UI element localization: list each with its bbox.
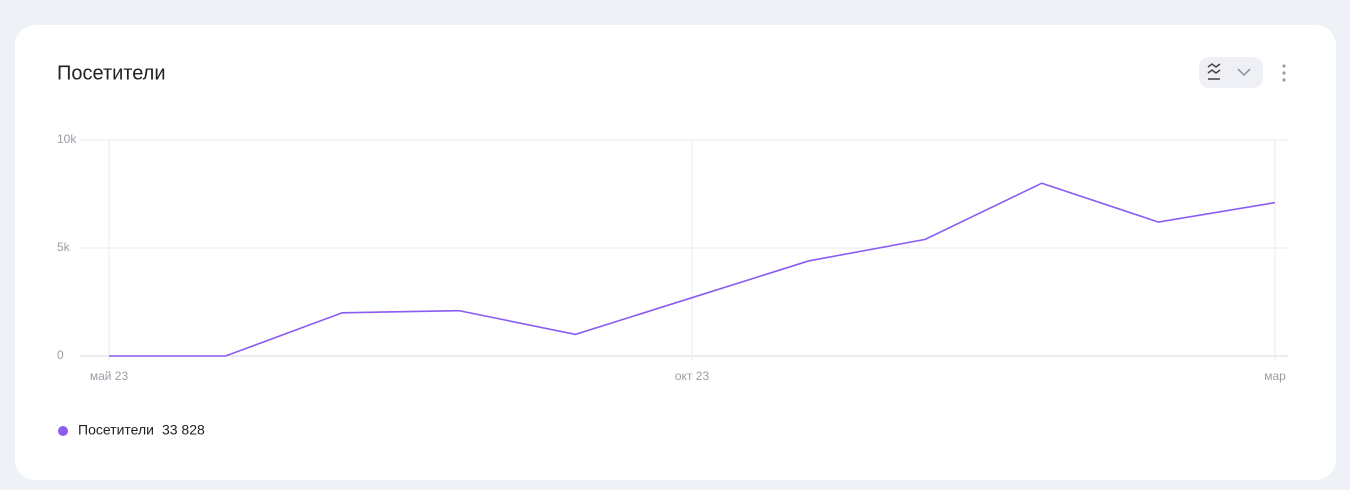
chart-icon <box>1207 63 1221 80</box>
legend-marker <box>58 426 68 436</box>
chart-type-button[interactable] <box>1199 57 1263 88</box>
legend-value: 33 828 <box>162 422 205 438</box>
x-tick-label: май 23 <box>90 369 129 383</box>
dot <box>1282 78 1286 82</box>
legend-label: Посетители <box>78 422 154 438</box>
x-tick-label: мар <box>1264 369 1286 383</box>
y-tick-label: 5k <box>57 240 71 254</box>
chart-title: Посетители <box>57 62 166 84</box>
dot <box>1282 64 1286 68</box>
more-button[interactable] <box>1282 64 1286 82</box>
line <box>109 182 1276 357</box>
card <box>15 25 1336 480</box>
y-tick-label: 0 <box>57 348 64 362</box>
dot <box>1282 71 1286 75</box>
y-tick-label: 10k <box>57 132 77 146</box>
button-bg[interactable] <box>1199 57 1263 88</box>
chevron <box>1237 68 1251 77</box>
x-tick-label: окт 23 <box>675 369 710 383</box>
